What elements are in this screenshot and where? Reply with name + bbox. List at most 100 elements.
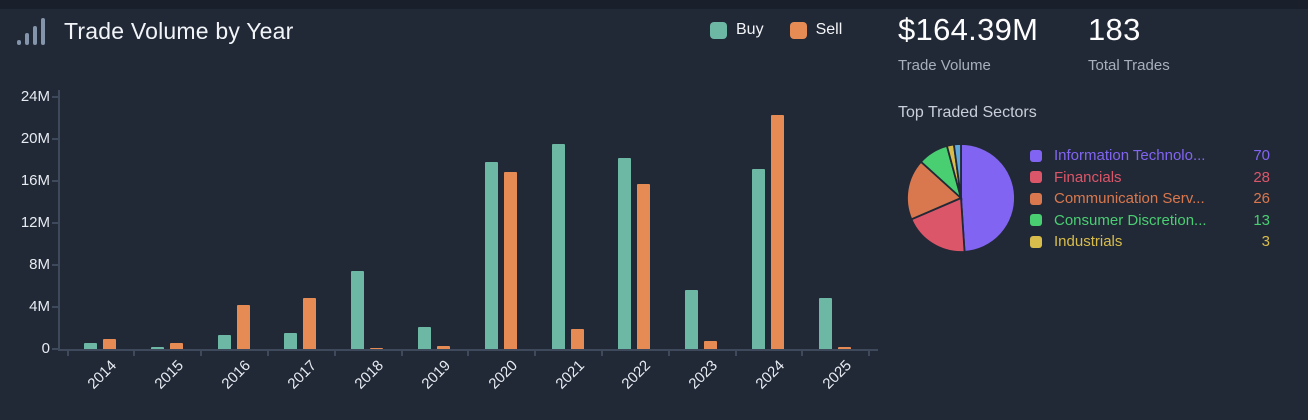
panel-title: Trade Volume by Year <box>64 17 294 44</box>
bar-buy-2015[interactable] <box>150 346 164 349</box>
bar-sell-2020[interactable] <box>503 171 517 349</box>
trade-volume-bar-chart: 0 4M 8M 12M 16M 20M 24M 2014 2015 2016 2017 2018 201… <box>20 88 878 393</box>
bar-sell-2025[interactable] <box>837 346 851 349</box>
sector-value: 28 <box>1253 168 1270 186</box>
x-axis-line <box>58 349 878 351</box>
x-axis-tick-mark <box>333 351 336 356</box>
x-axis-tick-mark <box>66 351 69 356</box>
legend-item-buy[interactable]: Buy <box>710 21 764 39</box>
x-axis-year-label: 2017 <box>284 357 321 393</box>
series-legend: Buy Sell <box>710 21 842 39</box>
bar-sell-2021[interactable] <box>570 329 584 349</box>
x-axis-year-label: 2021 <box>551 357 588 393</box>
x-axis-year-label: 2023 <box>685 357 722 393</box>
x-axis-tick-mark <box>200 351 203 356</box>
sector-label: Consumer Discretion... <box>1054 211 1207 229</box>
x-axis-year-label: 2014 <box>84 357 121 393</box>
bar-buy-2017[interactable] <box>284 333 298 349</box>
sector-value: 26 <box>1253 190 1270 208</box>
y-axis-line <box>58 90 60 351</box>
legend-label-sell: Sell <box>815 21 843 38</box>
panel-header: Trade Volume by Year <box>16 16 293 46</box>
y-axis-tick-mark <box>52 138 58 140</box>
x-axis-year-label: 2016 <box>217 357 254 393</box>
bar-buy-2024[interactable] <box>752 169 765 349</box>
top-traded-sectors-title: Top Traded Sectors <box>898 104 1037 121</box>
legend-label-buy: Buy <box>736 21 764 38</box>
x-axis-year-label: 2020 <box>485 357 521 393</box>
bar-sell-2023[interactable] <box>704 340 718 349</box>
bar-buy-2018[interactable] <box>351 271 365 349</box>
legend-item-sell[interactable]: Sell <box>789 21 843 39</box>
sector-swatch <box>1030 235 1042 248</box>
bar-sell-2015[interactable] <box>169 342 183 349</box>
sector-value: 13 <box>1253 211 1270 229</box>
sector-label: Financials <box>1054 168 1122 186</box>
sell-swatch <box>789 21 807 39</box>
x-axis-year-label: 2015 <box>151 357 187 393</box>
sector-legend: Information Technolo... 70 Financials 28 Com… <box>1030 145 1270 253</box>
y-axis-tick-label: 24M <box>20 88 50 105</box>
bar-buy-2014[interactable] <box>84 343 97 349</box>
bar-sell-2014[interactable] <box>103 339 116 349</box>
x-axis-year-label: 2022 <box>618 357 655 393</box>
pie-slice-financials[interactable] <box>910 196 966 253</box>
pie-slice-information-technolo[interactable] <box>960 143 1016 253</box>
x-axis-tick-mark <box>667 351 670 356</box>
x-axis-tick-mark <box>467 351 470 356</box>
y-axis-tick-label: 12M <box>20 214 50 231</box>
bar-buy-2022[interactable] <box>618 157 632 349</box>
y-axis-tick-label: 4M <box>29 298 50 315</box>
bar-sell-2018[interactable] <box>370 348 384 349</box>
pie-slice-other[interactable] <box>952 143 962 199</box>
x-axis-tick-mark <box>734 351 737 356</box>
x-axis-tick-mark <box>868 351 871 356</box>
x-axis-tick-mark <box>267 351 269 356</box>
y-axis-tick-label: 0 <box>41 340 50 357</box>
total-trades-stat-value: 183 <box>1088 12 1141 47</box>
bar-buy-2020[interactable] <box>484 162 498 349</box>
x-axis-tick-mark <box>133 351 136 356</box>
bar-sell-2024[interactable] <box>771 114 784 349</box>
bar-buy-2016[interactable] <box>217 335 231 349</box>
bar-buy-2025[interactable] <box>818 297 832 349</box>
bar-sell-2016[interactable] <box>236 304 250 349</box>
x-axis-year-label: 2025 <box>819 357 855 393</box>
y-axis-tick-mark <box>52 348 58 350</box>
trade-volume-stat-label: Trade Volume <box>898 57 991 74</box>
x-axis-tick-mark <box>601 351 603 356</box>
bar-sell-2022[interactable] <box>637 184 651 349</box>
sector-legend-row[interactable]: Communication Serv... 26 <box>1030 188 1270 210</box>
bar-buy-2019[interactable] <box>418 326 431 349</box>
sector-legend-row[interactable]: Information Technolo... 70 <box>1030 145 1270 167</box>
y-axis-tick-mark <box>52 264 58 266</box>
x-axis-tick-mark <box>400 351 403 356</box>
sector-legend-row[interactable]: Industrials 3 <box>1030 231 1270 253</box>
y-axis-tick-mark <box>52 222 58 224</box>
sector-value: 70 <box>1253 147 1270 165</box>
y-axis-tick-mark <box>52 306 58 308</box>
bar-sell-2019[interactable] <box>437 345 450 349</box>
x-axis-year-label: 2018 <box>351 357 388 393</box>
x-axis-year-label: 2019 <box>418 357 455 393</box>
sector-swatch <box>1030 171 1042 184</box>
y-axis-tick-mark <box>52 96 58 98</box>
trade-volume-stat-value: $164.39M <box>898 12 1039 47</box>
top-traded-sectors-pie-chart <box>906 143 1016 253</box>
sector-legend-row[interactable]: Consumer Discretion... 13 <box>1030 210 1270 232</box>
top-edge-strip <box>0 0 1308 9</box>
bar-sell-2017[interactable] <box>303 297 317 349</box>
sector-label: Information Technolo... <box>1054 147 1206 165</box>
bar-buy-2021[interactable] <box>551 144 565 349</box>
sector-label: Communication Serv... <box>1054 190 1205 208</box>
bar-buy-2023[interactable] <box>685 290 699 349</box>
y-axis-tick-label: 20M <box>20 130 50 147</box>
sector-value: 3 <box>1261 233 1270 251</box>
sector-legend-row[interactable]: Financials 28 <box>1030 167 1270 189</box>
sector-swatch <box>1030 214 1042 227</box>
bar-chart-icon <box>16 16 50 46</box>
y-axis-tick-mark <box>52 180 58 182</box>
pie-slice-communication-serv[interactable] <box>906 160 963 221</box>
x-axis-year-label: 2024 <box>752 357 789 393</box>
